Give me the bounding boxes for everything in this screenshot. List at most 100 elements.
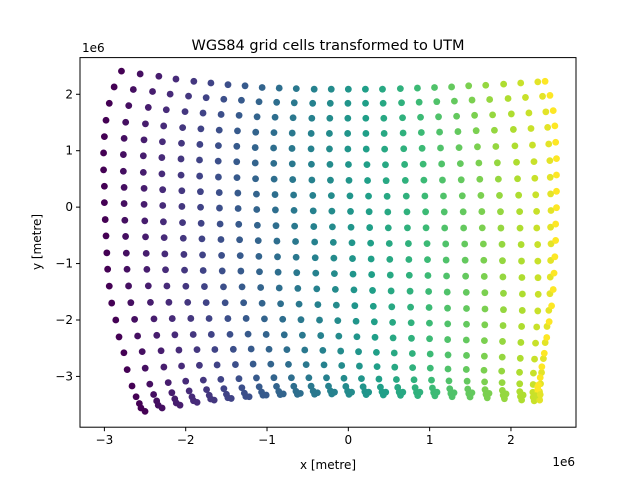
scatter-point <box>428 376 435 384</box>
scatter-point <box>365 192 372 200</box>
scatter-point <box>101 216 109 223</box>
scatter-point <box>491 126 498 134</box>
scatter-point <box>290 99 298 107</box>
scatter-point <box>481 289 489 297</box>
scatter-point <box>531 355 538 363</box>
scatter-point <box>155 72 163 80</box>
scatter-point <box>110 83 118 91</box>
scatter-point <box>253 113 261 121</box>
scatter-point <box>530 369 537 377</box>
scatter-point <box>162 266 169 274</box>
scatter-point <box>261 315 268 323</box>
scatter-point <box>102 116 110 124</box>
scatter-point <box>348 388 355 396</box>
scatter-point <box>531 174 539 182</box>
scatter-point <box>253 190 260 198</box>
scatter-point <box>534 290 542 298</box>
scatter-point <box>533 224 541 232</box>
scatter-point <box>344 130 352 137</box>
scatter-point <box>316 316 323 324</box>
scatter-point <box>404 224 411 232</box>
scatter-point <box>270 160 278 167</box>
scatter-point <box>326 130 333 137</box>
scatter-point <box>247 345 255 353</box>
scatter-point <box>534 307 542 315</box>
scatter-point <box>331 285 339 293</box>
scatter-point <box>207 79 215 87</box>
scatter-point <box>220 283 227 291</box>
scatter-point <box>326 145 333 153</box>
y-offset-label: 1e6 <box>82 41 105 55</box>
scatter-point <box>275 84 283 92</box>
scatter-point <box>438 160 446 168</box>
scatter-point <box>463 352 470 359</box>
scatter-point <box>251 144 259 151</box>
scatter-point <box>112 316 120 324</box>
scatter-point <box>500 80 508 88</box>
scatter-point <box>471 111 478 119</box>
scatter-point <box>409 364 417 372</box>
scatter-point <box>468 389 476 397</box>
scatter-point <box>460 224 468 232</box>
scatter-point <box>258 299 266 307</box>
scatter-point <box>220 95 228 103</box>
scatter-points <box>100 67 560 415</box>
scatter-point <box>214 157 222 165</box>
scatter-point <box>440 192 447 200</box>
scatter-point <box>121 216 129 224</box>
scatter-point <box>407 319 415 327</box>
scatter-point <box>309 207 317 215</box>
scatter-point <box>340 374 348 382</box>
scatter-point <box>365 388 373 396</box>
scatter-point <box>314 301 322 308</box>
scatter-point <box>498 367 506 375</box>
scatter-point <box>288 129 296 137</box>
scatter-point <box>519 290 526 298</box>
scatter-point <box>301 346 309 354</box>
scatter-point <box>255 252 263 260</box>
scatter-point <box>399 129 407 137</box>
scatter-point <box>288 145 296 152</box>
scatter-point <box>553 187 560 195</box>
scatter-point <box>417 113 424 121</box>
scatter-point <box>241 82 249 90</box>
scatter-point <box>474 143 481 151</box>
scatter-point <box>295 300 303 308</box>
scatter-point <box>384 224 392 232</box>
scatter-point <box>160 363 168 371</box>
scatter-point <box>233 174 241 182</box>
scatter-point <box>435 113 442 121</box>
scatter-point <box>163 282 171 290</box>
scatter-point <box>232 361 239 368</box>
scatter-point <box>308 114 316 122</box>
scatter-point <box>140 184 148 192</box>
scatter-point <box>175 346 183 354</box>
scatter-point <box>530 397 538 405</box>
scatter-point <box>153 331 161 339</box>
scatter-point <box>517 241 525 248</box>
scatter-point <box>162 106 170 114</box>
scatter-point <box>139 152 147 160</box>
scatter-point <box>347 223 355 231</box>
scatter-point <box>202 299 210 306</box>
scatter-point <box>159 138 166 146</box>
scatter-point <box>125 102 133 109</box>
scatter-point <box>463 305 470 312</box>
scatter-point <box>253 206 261 213</box>
scatter-point <box>273 237 281 245</box>
scatter-point <box>549 107 557 115</box>
scatter-point <box>498 379 506 387</box>
scatter-point <box>481 321 489 329</box>
scatter-point <box>362 130 370 137</box>
scatter-point <box>236 252 244 260</box>
scatter-point <box>540 349 548 357</box>
scatter-point <box>363 161 371 169</box>
scatter-point <box>285 360 292 368</box>
scatter-point <box>444 365 452 373</box>
scatter-point <box>211 346 219 353</box>
scatter-point <box>369 302 377 310</box>
scatter-point <box>331 388 338 396</box>
scatter-point <box>500 306 507 314</box>
scatter-point <box>215 189 223 196</box>
scatter-point <box>128 382 136 390</box>
